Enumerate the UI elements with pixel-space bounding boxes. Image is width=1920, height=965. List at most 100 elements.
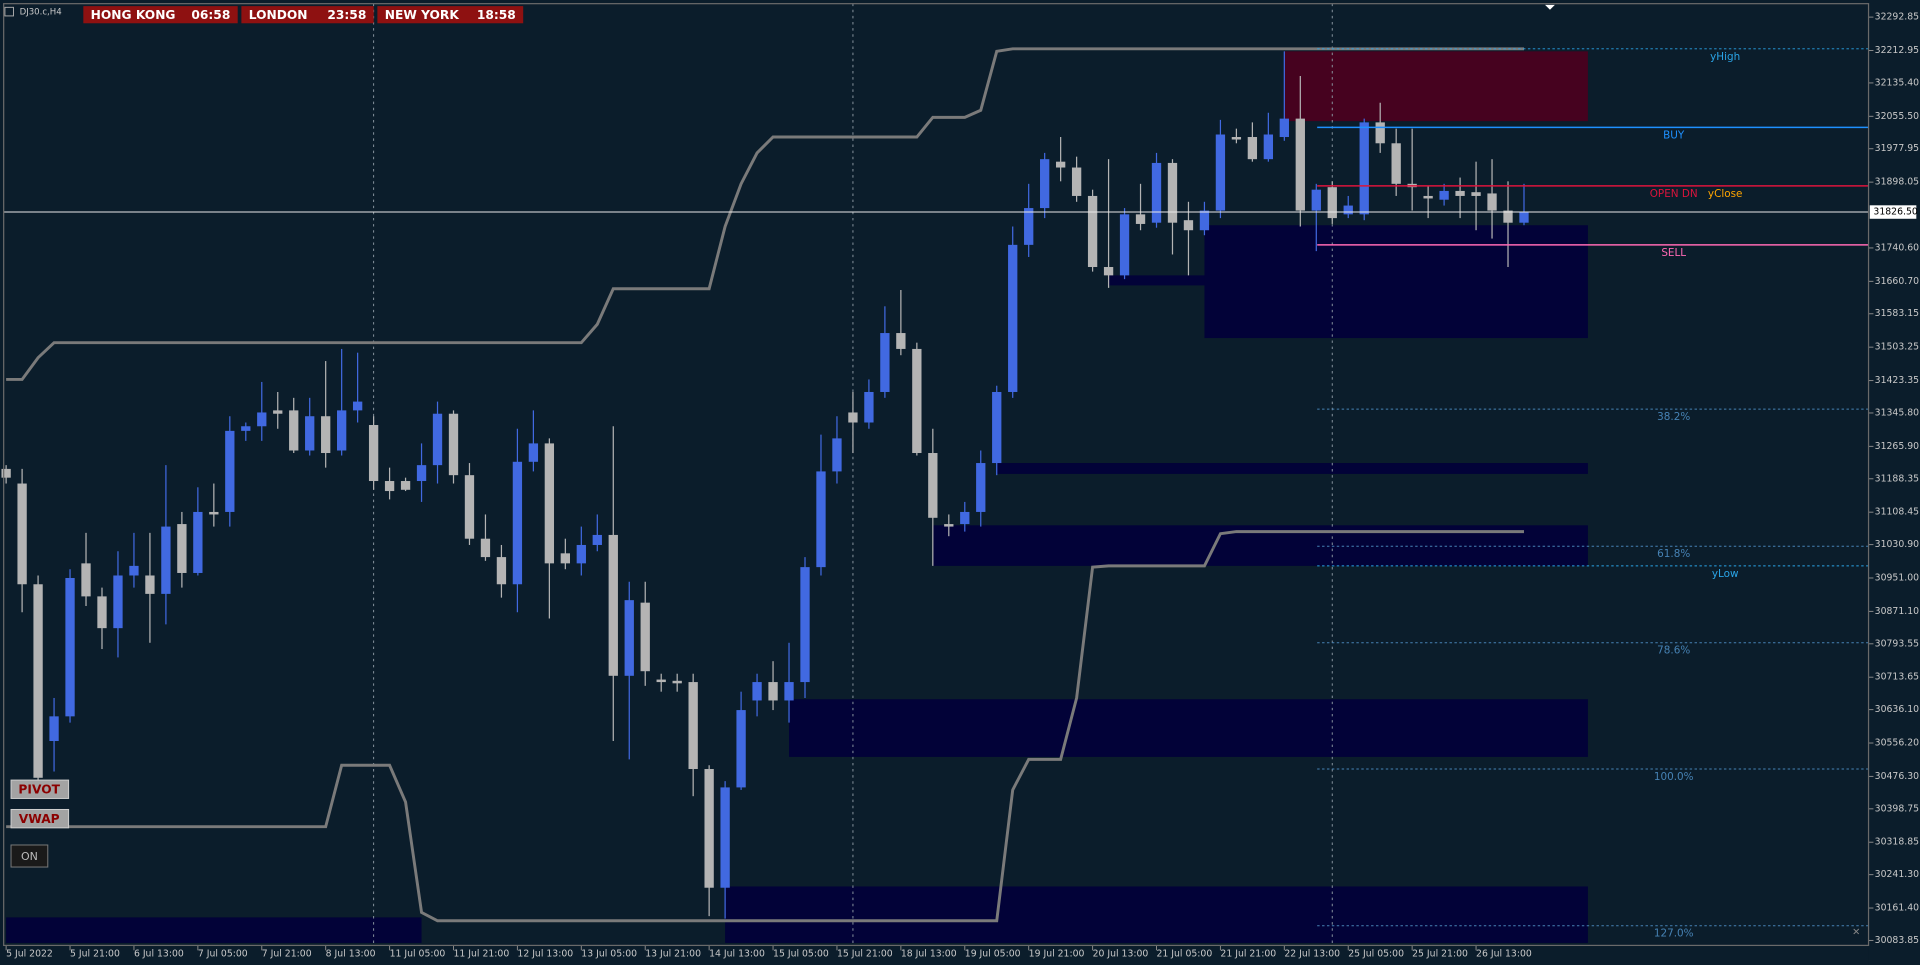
- candle-body: [912, 348, 922, 454]
- candle-body: [225, 430, 235, 512]
- candle-body: [416, 465, 427, 482]
- candle-body: [1423, 195, 1433, 199]
- x-tick-label: 26 Jul 13:00: [1476, 948, 1532, 959]
- x-tick-label: 15 Jul 21:00: [837, 948, 893, 959]
- y-tick-label: 31423.35: [1875, 375, 1919, 386]
- candle-body: [944, 524, 954, 527]
- candle-body: [257, 412, 267, 427]
- level-label: yClose: [1708, 188, 1743, 200]
- chart-title: DJ30.c,H4: [20, 8, 62, 18]
- y-tick-label: 31345.80: [1875, 407, 1919, 418]
- x-tick-label: 22 Jul 13:00: [1284, 948, 1340, 959]
- candle-body: [1199, 210, 1210, 231]
- candle-body: [1055, 161, 1066, 168]
- x-tick-label: 19 Jul 05:00: [965, 948, 1021, 959]
- candle-body: [528, 443, 539, 462]
- corner-icon[interactable]: ✕: [1852, 927, 1860, 938]
- x-tick-label: 7 Jul 05:00: [198, 948, 248, 959]
- candle-body: [960, 511, 970, 525]
- candle-body: [400, 481, 411, 490]
- level-label: 100.0%: [1654, 771, 1694, 783]
- x-tick-label: 6 Jul 13:00: [134, 948, 184, 959]
- candle-body: [576, 544, 586, 564]
- candle-body: [448, 413, 459, 476]
- candle-body: [544, 443, 555, 564]
- y-tick-label: 30556.20: [1875, 738, 1919, 749]
- y-tick-label: 31740.60: [1875, 242, 1919, 253]
- y-tick-label: 30636.10: [1875, 704, 1919, 715]
- zone: [1204, 225, 1588, 339]
- x-tick-label: 5 Jul 21:00: [70, 948, 120, 959]
- candle-body: [352, 401, 363, 411]
- candle-body: [1231, 137, 1242, 140]
- candle-body: [896, 333, 906, 349]
- candle-body: [1247, 137, 1258, 160]
- candle-body: [1327, 187, 1337, 219]
- candle-body: [1103, 267, 1114, 276]
- y-tick-label: 31898.05: [1875, 177, 1919, 188]
- x-tick-label: 13 Jul 21:00: [645, 948, 701, 959]
- clocks: HONG KONG 06:58 LONDON 23:58 NEW YORK 18:58: [83, 6, 524, 24]
- button-label[interactable]: ON: [21, 850, 38, 863]
- button-label[interactable]: PIVOT: [18, 782, 60, 796]
- candle-body: [464, 475, 475, 539]
- x-tick-label: 11 Jul 21:00: [453, 948, 509, 959]
- vwap-button[interactable]: VWAP: [10, 808, 70, 829]
- button-label[interactable]: VWAP: [19, 812, 60, 826]
- level-label: OPEN DN: [1650, 188, 1698, 200]
- candle-body: [832, 438, 842, 472]
- candle-body: [177, 524, 187, 573]
- candle-body: [1183, 220, 1194, 231]
- level-label: yLow: [1712, 568, 1739, 580]
- zone: [725, 886, 1588, 943]
- y-tick-label: 31977.95: [1875, 143, 1919, 154]
- x-tick-label: 8 Jul 13:00: [326, 948, 376, 959]
- candle-body: [1439, 190, 1449, 200]
- level-label: 61.8%: [1657, 548, 1690, 560]
- candle-body: [1167, 162, 1178, 223]
- zone: [789, 699, 1588, 757]
- candle-body: [1263, 134, 1274, 160]
- candle-body: [368, 425, 379, 482]
- candle-body: [928, 453, 938, 518]
- candle-body: [321, 416, 331, 454]
- clock-city: LONDON: [249, 8, 308, 22]
- zone: [1284, 51, 1588, 122]
- candle-body: [1503, 210, 1513, 223]
- x-tick-label: 18 Jul 13:00: [901, 948, 957, 959]
- chart-lines: 32292.85 32212.95 32135.40 32055.50 31977.95…: [5, 0, 1920, 965]
- level-label: yHigh: [1710, 51, 1740, 63]
- zones: [6, 51, 1588, 943]
- candle-body: [1391, 143, 1401, 184]
- candle-body: [1040, 159, 1050, 209]
- candle-body: [33, 584, 43, 778]
- clock-city: NEW YORK: [385, 8, 460, 22]
- y-tick-label: 31265.90: [1875, 441, 1919, 452]
- candle-body: [672, 680, 682, 684]
- on-button[interactable]: ON: [10, 844, 49, 868]
- x-tick-label: 21 Jul 21:00: [1220, 948, 1276, 959]
- candle-body: [336, 410, 347, 451]
- candle-body: [17, 483, 27, 585]
- y-tick-label: 30318.85: [1875, 837, 1919, 848]
- x-tick-label: 25 Jul 05:00: [1348, 948, 1404, 959]
- clock-box: [83, 6, 238, 24]
- candle-body: [1135, 214, 1146, 224]
- clock-time: 18:58: [477, 8, 516, 22]
- clock-city: HONG KONG: [91, 8, 176, 22]
- y-tick-label: 30161.40: [1875, 903, 1919, 914]
- pivot-button[interactable]: PIVOT: [10, 779, 70, 799]
- candle-body: [992, 391, 1002, 464]
- candle-body: [209, 511, 219, 515]
- last-price-box: [1869, 205, 1917, 219]
- candle-body: [688, 682, 698, 770]
- y-tick-label: 31108.45: [1875, 507, 1919, 518]
- candle-body: [624, 600, 634, 676]
- level-label: 78.6%: [1657, 645, 1690, 657]
- candle-body: [496, 557, 507, 585]
- y-tick-label: 32292.85: [1875, 12, 1919, 23]
- candle-body: [1295, 118, 1305, 211]
- x-tick-label: 15 Jul 05:00: [773, 948, 829, 959]
- candle-body: [1024, 208, 1034, 245]
